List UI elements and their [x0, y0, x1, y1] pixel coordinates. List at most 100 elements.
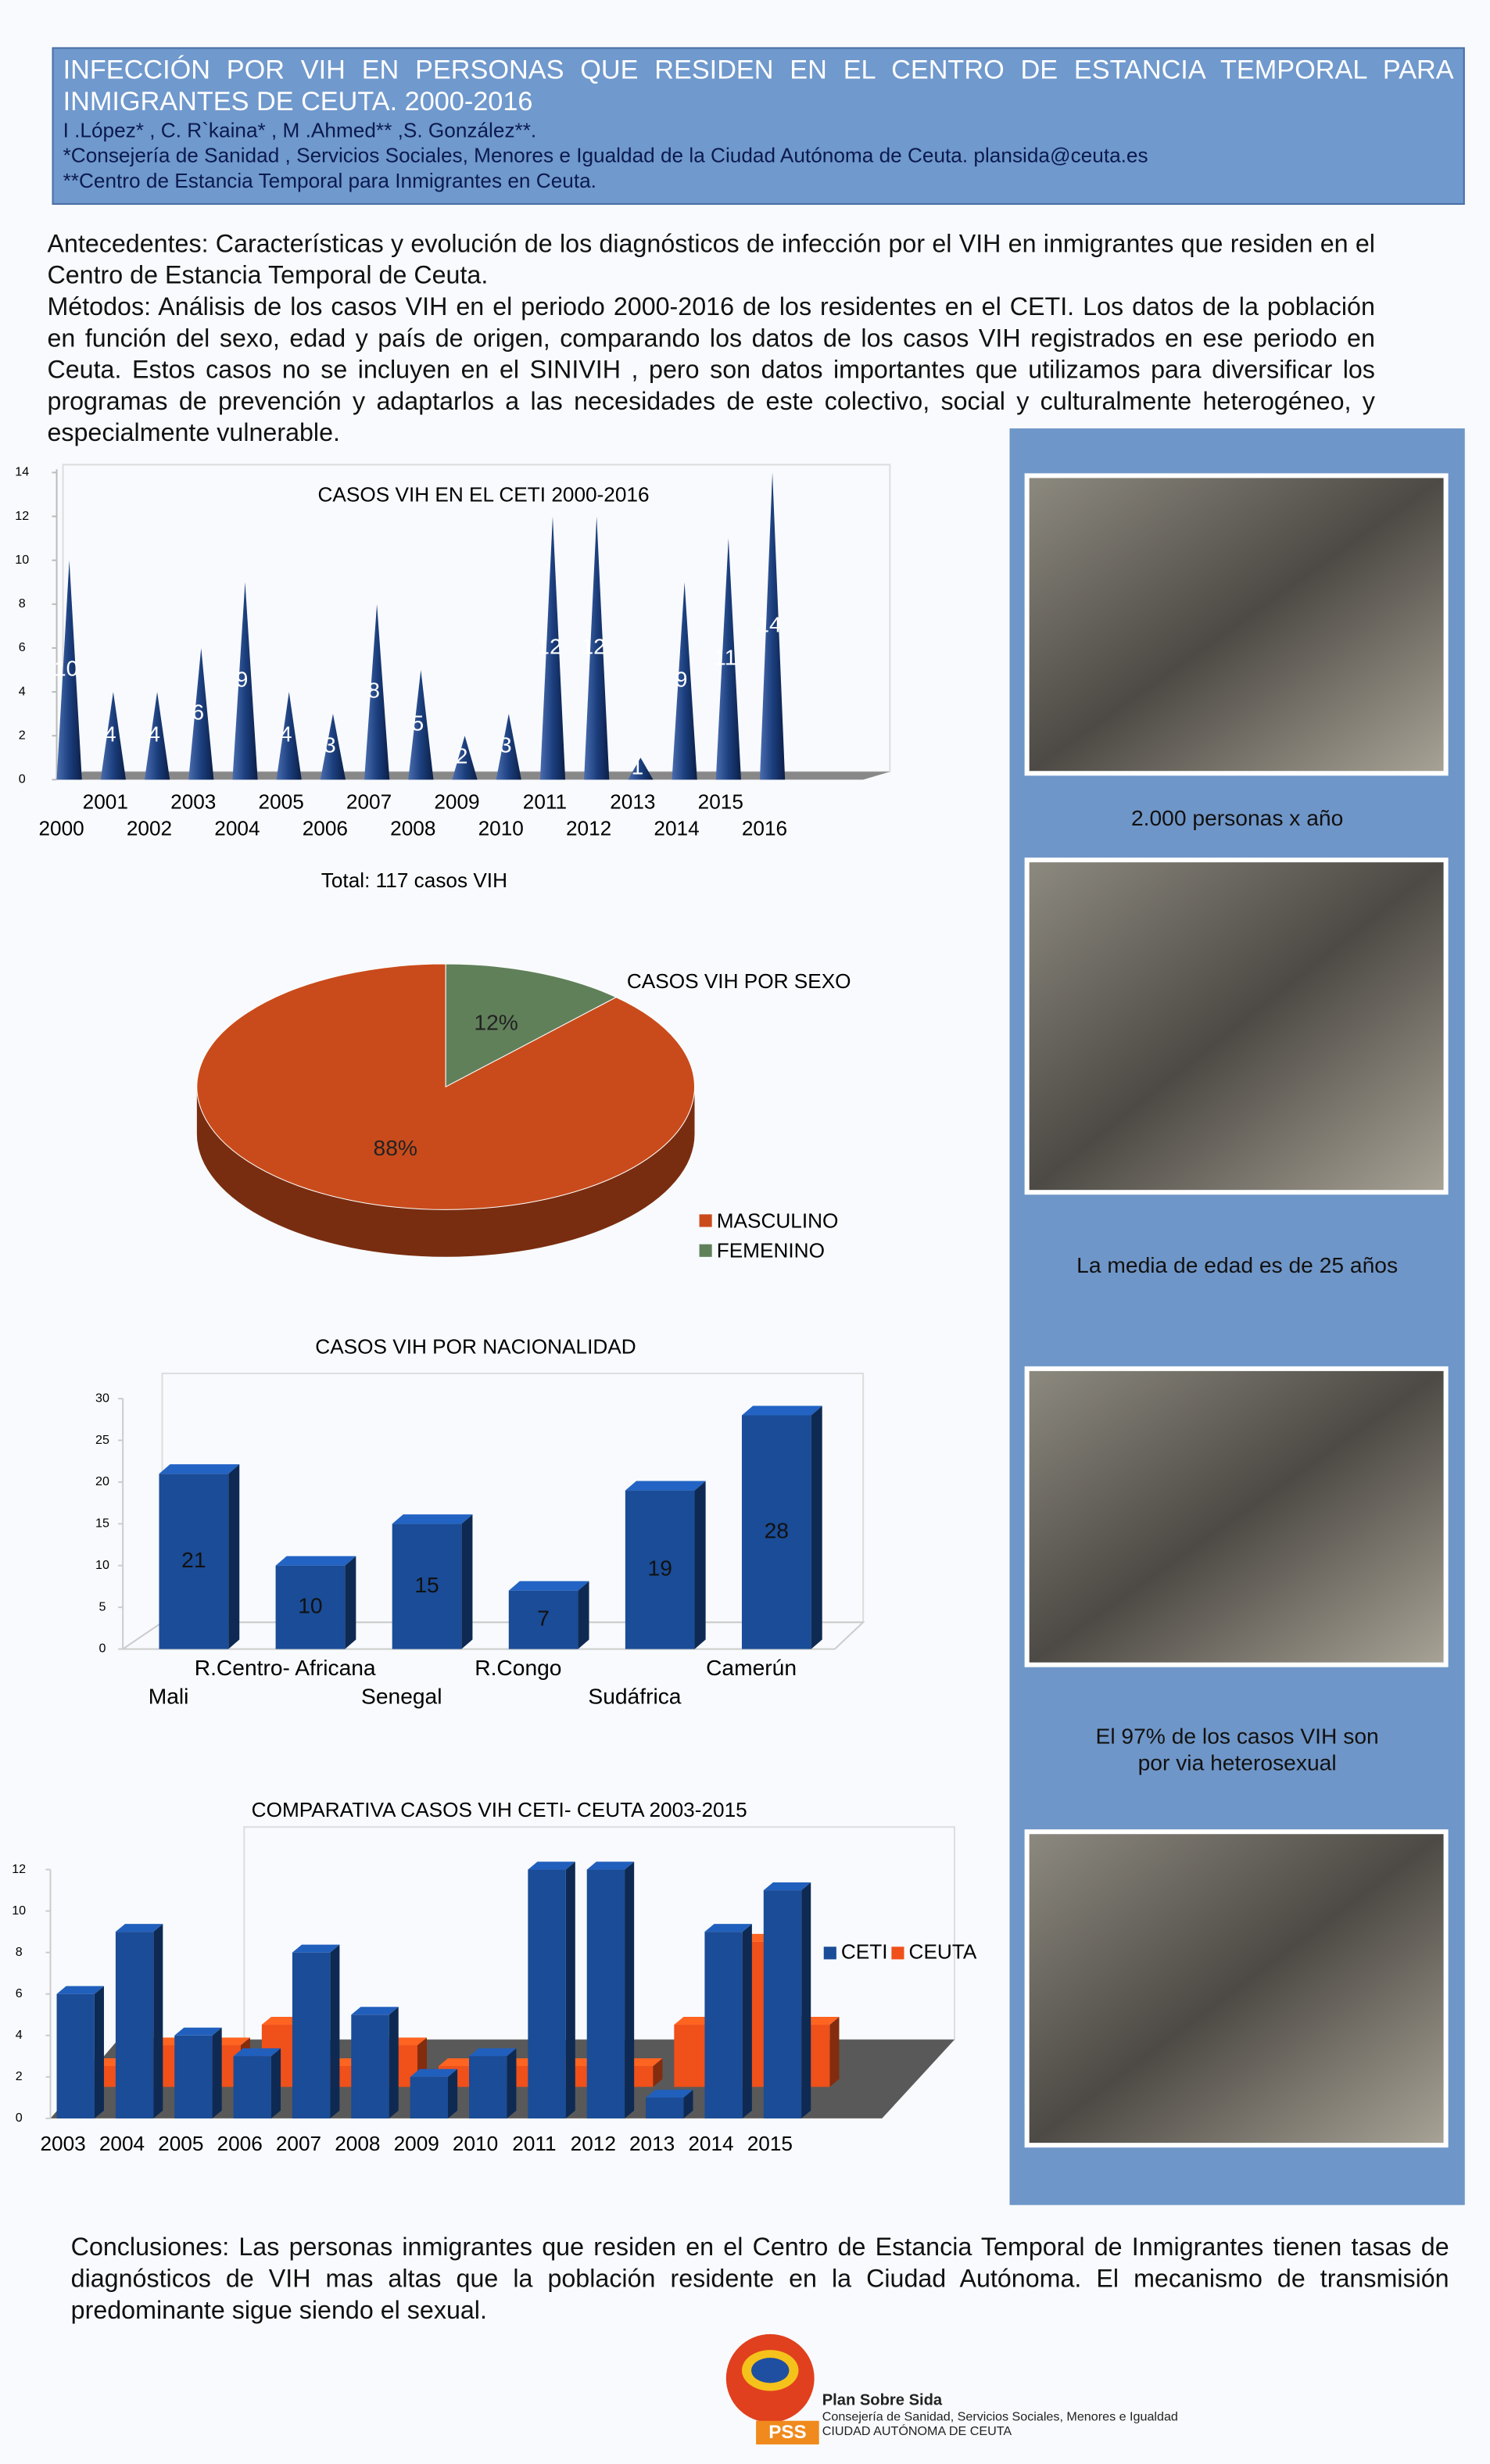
- data-label: 6: [192, 700, 204, 725]
- annotation: Total: 117 casos VIH: [321, 868, 507, 892]
- bar-side: [625, 1861, 635, 2118]
- caption: 2.000 personas x año: [1130, 804, 1344, 830]
- x-tick-label: 2002: [127, 817, 172, 840]
- y-tick-label: 0: [16, 2111, 23, 2125]
- cone: [232, 582, 258, 780]
- authors: I .López* , C. R`kaina* , M .Ahmed** ,S.…: [63, 118, 537, 142]
- y-tick-label: 12: [12, 1862, 26, 1876]
- bar: [763, 1890, 802, 2118]
- header: INFECCIÓN POR VIH EN PERSONAS QUE RESIDE…: [52, 47, 1465, 205]
- x-tick-label: 2003: [170, 790, 216, 813]
- title: INFECCIÓN POR VIH EN PERSONAS QUE RESIDE…: [63, 55, 1454, 117]
- bar-top: [763, 1882, 811, 1891]
- bar-top: [508, 1581, 589, 1591]
- y-tick-label: 0: [19, 772, 26, 786]
- data-label: 28: [765, 1517, 789, 1542]
- bar: [275, 1565, 346, 1649]
- x-tick-label: 2016: [742, 817, 787, 840]
- bar-top: [233, 2048, 281, 2057]
- y-tick-label: 4: [16, 2028, 23, 2042]
- bar: [646, 2097, 684, 2118]
- bar-top: [392, 1514, 473, 1524]
- data-label: 9: [236, 666, 249, 691]
- chart-title: COMPARATIVA CASOS VIH CETI- CEUTA 2003-2…: [252, 1798, 747, 1821]
- bar-side: [578, 1581, 589, 1649]
- x-tick-label: 2008: [335, 2132, 380, 2155]
- bar: [508, 1590, 578, 1649]
- bar: [115, 1932, 154, 2118]
- chart-title: CASOS VIH POR NACIONALIDAD: [315, 1335, 636, 1359]
- cone: [628, 757, 654, 780]
- x-tick-label: 2001: [83, 790, 128, 813]
- bar-side: [565, 1861, 575, 2118]
- x-tick-label: R.Centro- Africana: [195, 1655, 376, 1680]
- logo-mark: PSS: [768, 2420, 807, 2443]
- bar: [704, 1932, 743, 2118]
- cone: [539, 516, 566, 780]
- bar-side: [811, 1406, 822, 1649]
- cone: [672, 582, 697, 780]
- intro: Antecedentes: Características y evolució…: [47, 230, 1374, 450]
- bar: [410, 2076, 449, 2118]
- affiliation: **Centro de Estancia Temporal para Inmig…: [63, 168, 596, 192]
- bar-top: [115, 1924, 163, 1932]
- bar-top: [56, 1986, 104, 1994]
- x-tick-label: 2007: [346, 790, 392, 813]
- data-label: 11: [714, 644, 736, 669]
- x-tick-label: 2015: [747, 2132, 793, 2155]
- x-tick-label: 2014: [654, 817, 699, 840]
- x-tick-label: Sudáfrica: [588, 1683, 681, 1708]
- photo: [1024, 858, 1449, 1195]
- bar-side: [507, 2048, 517, 2118]
- photo: [1024, 1829, 1449, 2148]
- cone: [584, 516, 610, 780]
- x-tick-label: 2010: [478, 817, 524, 840]
- data-label: 7: [537, 1606, 550, 1631]
- bar-top: [410, 2068, 458, 2077]
- cone: [364, 603, 390, 780]
- bar-side: [461, 1514, 473, 1649]
- pie-slice: [445, 963, 618, 1088]
- data-label: 3: [324, 732, 336, 757]
- x-tick-label: 2009: [394, 2132, 439, 2155]
- y-tick-label: 20: [95, 1474, 109, 1488]
- y-tick-label: 8: [19, 596, 26, 611]
- data-label: 19: [648, 1556, 672, 1581]
- x-tick-label: 2009: [434, 790, 479, 813]
- legend-label: MASCULINO: [717, 1209, 839, 1232]
- bar-top: [174, 2027, 222, 2036]
- logo-line: Consejería de Sanidad, Servicios Sociale…: [822, 2409, 1178, 2424]
- x-tick-label: 2004: [214, 817, 260, 840]
- data-label: 88%: [374, 1135, 417, 1160]
- bar-side: [742, 1924, 752, 2118]
- data-label: 10: [54, 655, 78, 680]
- data-label: 8: [367, 678, 380, 703]
- bar-top: [275, 1556, 356, 1566]
- caption: El 97% de los casos VIH son por via heter…: [1009, 1723, 1464, 1777]
- bar: [625, 1490, 695, 1649]
- x-tick-label: R.Congo: [475, 1655, 561, 1680]
- bar: [292, 1952, 331, 2118]
- bar: [586, 1869, 625, 2118]
- data-label: 12: [581, 633, 605, 658]
- y-tick-label: 2: [16, 2069, 23, 2083]
- cone: [188, 647, 214, 780]
- data-label: 14: [757, 611, 781, 636]
- x-tick-label: 2005: [259, 790, 304, 813]
- photo: [1024, 473, 1449, 776]
- bar-top: [528, 1861, 575, 1870]
- bar-side: [228, 1464, 240, 1649]
- cone: [715, 538, 741, 780]
- x-tick-label: 2013: [629, 2132, 675, 2155]
- x-tick-label: 2006: [217, 2132, 263, 2155]
- caption: La media de edad es de 25 años: [1076, 1252, 1399, 1278]
- bar-top: [292, 1944, 340, 1953]
- y-tick-label: 6: [19, 640, 26, 654]
- caption-line: por via heterosexual: [1137, 1750, 1337, 1775]
- y-tick-label: 30: [95, 1391, 109, 1405]
- x-tick-label: 2004: [99, 2132, 145, 2155]
- bar: [469, 2056, 507, 2118]
- y-tick-label: 10: [95, 1558, 109, 1572]
- logo: [725, 2333, 819, 2444]
- bar-top: [159, 1464, 240, 1474]
